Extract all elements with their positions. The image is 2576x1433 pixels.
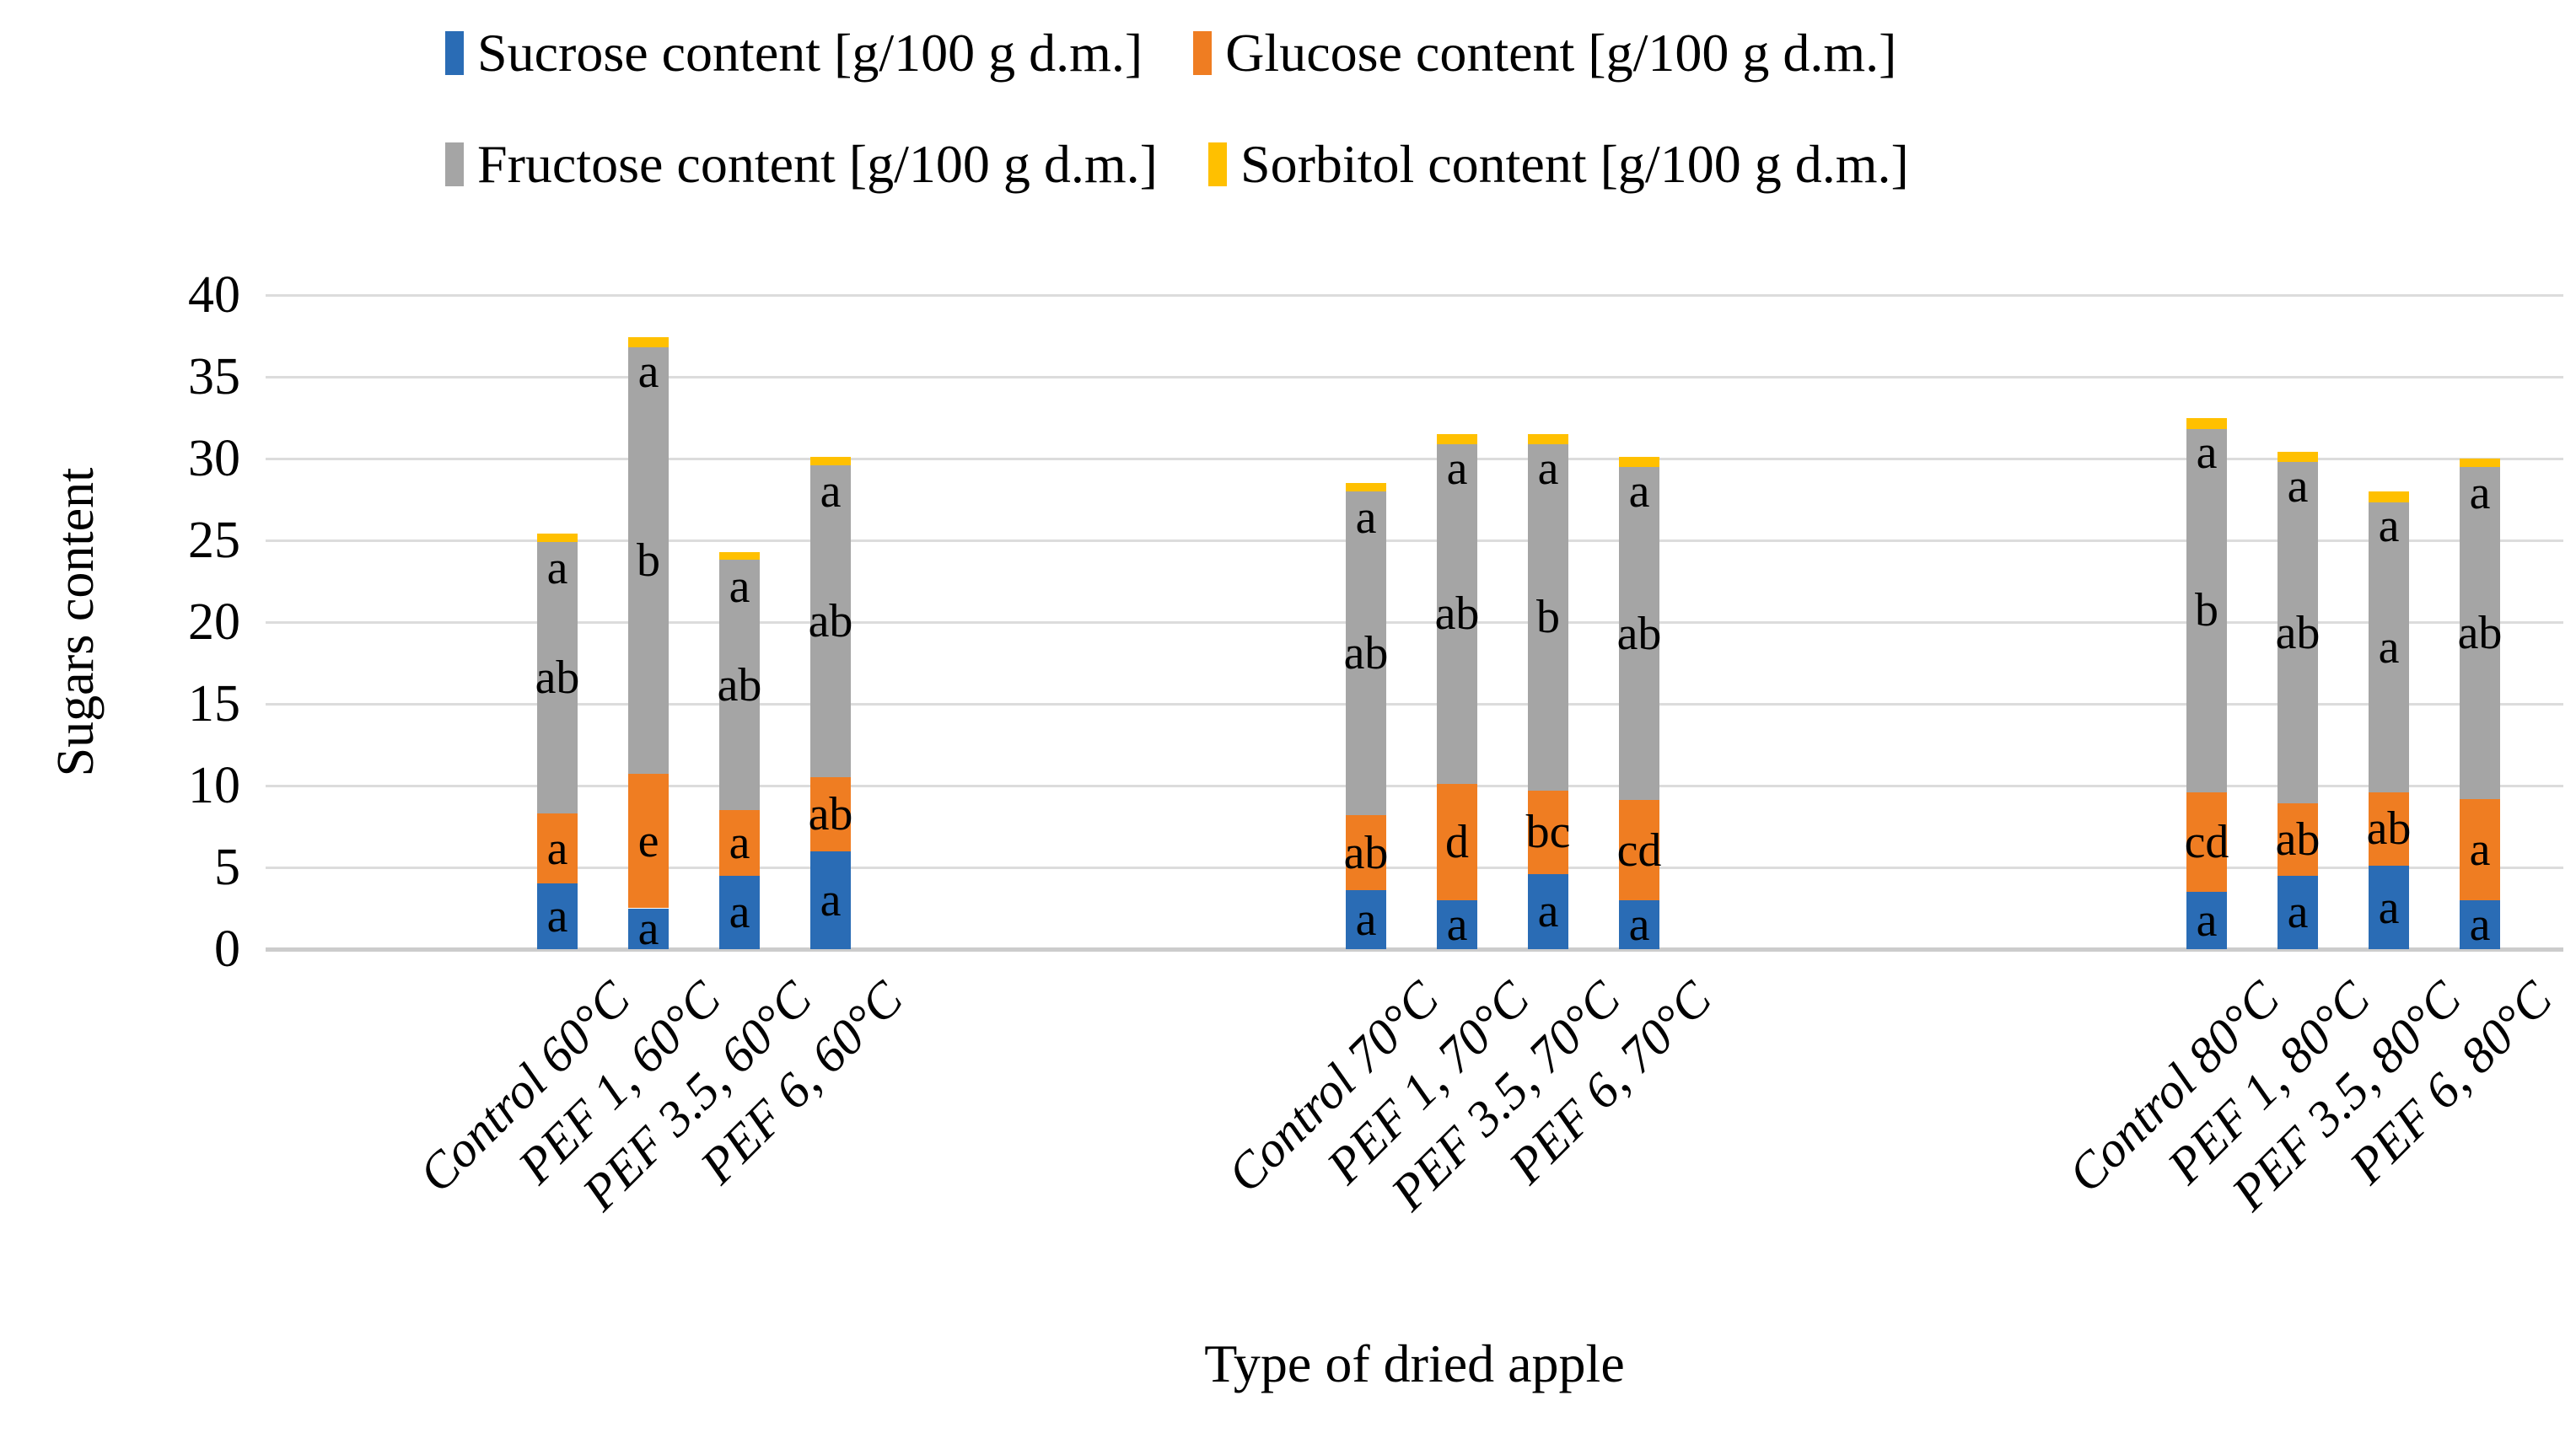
gridline-25: [266, 539, 2563, 542]
bar-segment-fructose-7: [1528, 443, 1568, 791]
y-tick-label-5: 5: [214, 839, 240, 896]
bar-segment-sorbitol-8: [1619, 457, 1659, 467]
y-tick-label-40: 40: [188, 266, 240, 324]
bar-segment-sucrose-11: [2369, 866, 2409, 949]
bar-segment-sucrose-3: [719, 875, 760, 949]
bar-segment-sorbitol-4: [810, 457, 851, 465]
bar-segment-glucose-6: [1437, 784, 1477, 900]
bar-segment-sorbitol-9: [2186, 417, 2227, 430]
bar-segment-sucrose-4: [810, 851, 851, 949]
gridline-35: [266, 376, 2563, 378]
bar-segment-sorbitol-12: [2460, 459, 2500, 467]
gridline-5: [266, 867, 2563, 869]
bar-segment-sucrose-9: [2186, 892, 2227, 949]
legend-item-sorbitol: Sorbitol content [g/100 g d.m.]: [1207, 126, 1909, 202]
bar-segment-glucose-5: [1346, 814, 1386, 891]
legend-item-fructose: Fructose content [g/100 g d.m.]: [445, 126, 1158, 202]
bar-segment-sorbitol-3: [719, 551, 760, 561]
bar-segment-fructose-1: [537, 541, 578, 813]
bar-segment-sorbitol-10: [2278, 452, 2318, 462]
bar-segment-sucrose-5: [1346, 890, 1386, 949]
bar-segment-fructose-12: [2460, 466, 2500, 799]
bar-segment-glucose-11: [2369, 792, 2409, 867]
bar-segment-fructose-6: [1437, 443, 1477, 785]
gridline-30: [266, 458, 2563, 460]
legend-item-sucrose: Sucrose content [g/100 g d.m.]: [445, 15, 1143, 91]
bar-segment-fructose-8: [1619, 466, 1659, 801]
bar-segment-sucrose-1: [537, 883, 578, 949]
bar-segment-sorbitol-2: [628, 337, 669, 348]
bar-segment-fructose-11: [2369, 502, 2409, 792]
plot-area: 0 5 10 15 20 25 30 35 40 a a ab a Control 60°C a e b a PEF…: [188, 266, 2563, 1221]
bar-segment-sorbitol-7: [1528, 433, 1568, 444]
glucose-swatch-icon: [1193, 31, 1213, 75]
bar-segment-glucose-3: [719, 810, 760, 876]
bar-segment-glucose-1: [537, 813, 578, 884]
x-axis-title: Type of dried apple: [1204, 1334, 1625, 1393]
bar-segment-fructose-3: [719, 560, 760, 811]
bar-segment-sucrose-12: [2460, 899, 2500, 949]
y-tick-label-35: 35: [188, 348, 240, 405]
y-tick-label-20: 20: [188, 593, 240, 651]
sucrose-swatch-icon: [445, 31, 464, 75]
legend-label-sucrose: Sucrose content [g/100 g d.m.]: [477, 23, 1143, 83]
bar-segment-glucose-4: [810, 777, 851, 851]
bar-segment-sucrose-6: [1437, 899, 1477, 949]
sorbitol-swatch-icon: [1207, 142, 1227, 186]
y-tick-label-30: 30: [188, 430, 240, 487]
y-tick-label-0: 0: [214, 920, 240, 978]
gridline-40: [266, 294, 2563, 297]
legend-row-1: Sucrose content [g/100 g d.m.] Glucose c…: [445, 15, 1909, 91]
bar-segment-fructose-9: [2186, 429, 2227, 792]
bar-segment-sorbitol-5: [1346, 483, 1386, 491]
bar-segment-fructose-10: [2278, 461, 2318, 804]
legend: Sucrose content [g/100 g d.m.] Glucose c…: [445, 15, 1909, 202]
bar-segment-sorbitol-6: [1437, 433, 1477, 444]
bar-segment-fructose-4: [810, 464, 851, 778]
bar-segment-sorbitol-1: [537, 534, 578, 542]
bar-segment-sorbitol-11: [2369, 491, 2409, 503]
fructose-swatch-icon: [445, 142, 464, 186]
bar-segment-glucose-10: [2278, 803, 2318, 876]
gridline-20: [266, 621, 2563, 624]
bar-segment-sucrose-10: [2278, 875, 2318, 949]
legend-item-glucose: Glucose content [g/100 g d.m.]: [1193, 15, 1896, 91]
bar-segment-sucrose-7: [1528, 873, 1568, 949]
x-axis-line: [266, 947, 2563, 952]
gridline-10: [266, 785, 2563, 787]
legend-label-glucose: Glucose content [g/100 g d.m.]: [1225, 23, 1897, 83]
bar-segment-glucose-8: [1619, 800, 1659, 900]
bar-segment-glucose-9: [2186, 792, 2227, 893]
legend-row-2: Fructose content [g/100 g d.m.] Sorbitol…: [445, 126, 1909, 202]
gridline-15: [266, 703, 2563, 706]
y-tick-label-10: 10: [188, 757, 240, 814]
legend-label-fructose: Fructose content [g/100 g d.m.]: [477, 134, 1158, 194]
bar-segment-fructose-2: [628, 347, 669, 775]
y-tick-label-25: 25: [188, 512, 240, 569]
bar-segment-glucose-7: [1528, 790, 1568, 874]
bar-segment-fructose-5: [1346, 491, 1386, 815]
y-tick-label-15: 15: [188, 675, 240, 733]
legend-label-sorbitol: Sorbitol content [g/100 g d.m.]: [1240, 134, 1909, 194]
bar-segment-glucose-2: [628, 774, 669, 909]
bar-segment-glucose-12: [2460, 798, 2500, 900]
bar-segment-sucrose-8: [1619, 899, 1659, 949]
bar-segment-sucrose-2: [628, 908, 669, 949]
